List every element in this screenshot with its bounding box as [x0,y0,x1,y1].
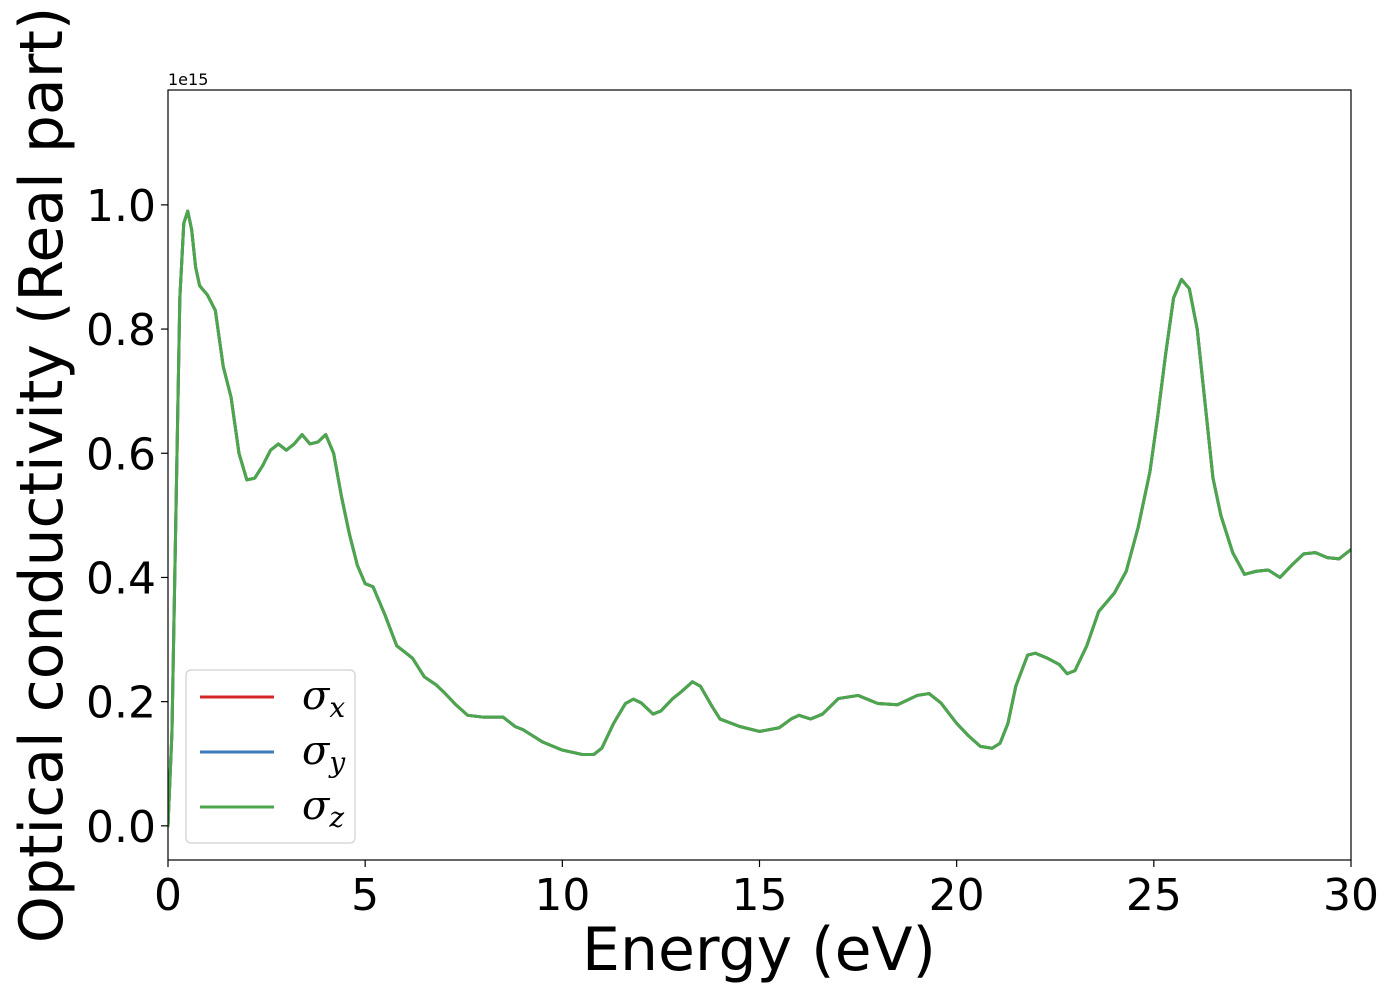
x-axis-ticks: 0 5 10 15 20 25 30 [154,860,1379,921]
x-tick-label: 25 [1126,870,1182,921]
x-tick-label: 30 [1323,870,1379,921]
y-tick-label: 0.4 [86,553,156,604]
legend-label-y: σy [302,728,346,779]
x-tick-label: 15 [732,870,788,921]
x-axis-title: Energy (eV) [582,915,936,985]
x-tick-label: 5 [351,870,379,921]
x-tick-label: 0 [154,870,182,921]
y-tick-label: 0.8 [86,305,156,356]
y-offset-label: 1e15 [168,70,208,89]
y-axis-title: Optical conductivity (Real part) [7,7,77,944]
y-tick-label: 0.0 [86,802,156,853]
legend-label-z: σz [302,783,344,834]
x-tick-label: 20 [929,870,985,921]
y-tick-label: 0.2 [86,678,156,729]
y-axis-ticks: 0.0 0.2 0.4 0.6 0.8 1.0 [86,181,168,853]
series-layer [168,209,1351,828]
legend-box [185,669,356,844]
y-tick-label: 1.0 [86,181,156,232]
y-tick-label: 0.6 [86,429,156,480]
series-line-z [168,209,1351,828]
x-tick-label: 10 [534,870,590,921]
legend-label-x: σx [302,673,345,724]
